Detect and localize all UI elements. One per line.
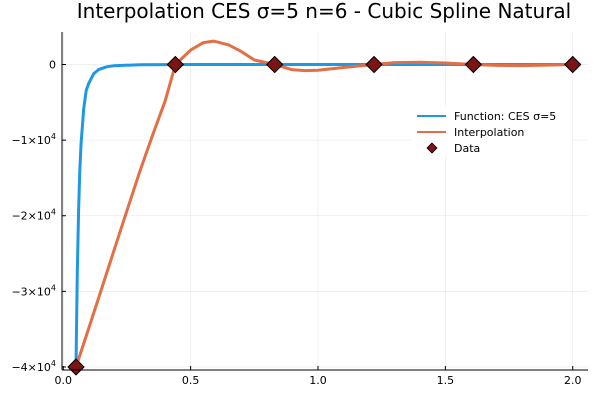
legend-label: Data (454, 142, 480, 155)
x-tick-label: 2.0 (564, 374, 582, 387)
y-tick-label: −4×104 (11, 359, 56, 374)
plot-series (67, 39, 582, 376)
data-point (464, 55, 483, 74)
x-tick-label: 1.5 (437, 374, 455, 387)
data-point (365, 55, 383, 74)
data-point (67, 358, 85, 376)
legend-marker (426, 142, 438, 154)
axes: 0.0 0.5 1.0 1.5 2.0 0 −1×104 −2×104 −3×104 −4×104 (11, 32, 588, 387)
data-point (564, 55, 582, 74)
data-point (166, 55, 185, 74)
series-line (74, 63, 575, 369)
y-tick-label: 0 (49, 59, 56, 72)
chart-title: Interpolation CES σ=5 n=6 - Cubic Spline… (77, 0, 571, 23)
y-tick-label: −1×104 (11, 132, 56, 147)
x-tick-label: 0.0 (55, 374, 73, 387)
legend: Function: CES σ=5 Interpolation Data (412, 106, 572, 156)
series-line (74, 39, 575, 369)
y-tick-label: −2×104 (11, 208, 56, 223)
x-tick-label: 1.0 (309, 374, 327, 387)
data-point (265, 55, 284, 74)
y-tick-label: −3×104 (11, 283, 56, 298)
x-tick-label: 0.5 (182, 374, 200, 387)
legend-label: Function: CES σ=5 (454, 110, 556, 123)
legend-label: Interpolation (454, 126, 524, 139)
